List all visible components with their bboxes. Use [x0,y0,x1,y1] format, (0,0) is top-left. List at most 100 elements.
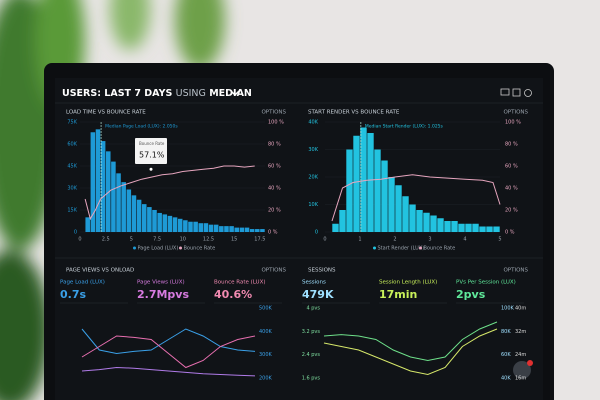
bar [486,226,493,232]
y2-tick-label: 60 % [505,164,518,170]
y2-tick-label: 60 % [268,164,281,170]
bar [203,223,209,232]
bar [224,226,229,232]
y2-tick-label: 20 % [505,208,518,214]
bar [346,149,353,232]
bar [381,160,388,232]
metric-value: 17min [379,288,417,301]
y2-tick-label: 60K [501,352,511,358]
y-tick-label: 45K [67,164,77,170]
metric-value: 40.6% [214,288,252,301]
y-tick-label: 30K [308,147,318,153]
header-prefix: USERS: LAST 7 DAYS [62,88,172,99]
bar [85,217,90,232]
bar [353,135,360,232]
y2-tick-label: 40 % [268,186,281,192]
chat-button[interactable] [513,361,531,379]
bar [177,218,183,232]
panel-options[interactable]: OPTIONS [503,268,528,274]
y2-tick-label: 100 % [505,120,521,126]
panel-options[interactable]: OPTIONS [261,110,286,116]
metric-value: 2.7Mpvs [137,288,189,301]
bar [100,141,106,232]
y2-tick-label: 20 % [268,208,281,214]
bar [249,229,255,232]
bar [367,133,374,232]
legend-label: Bounce Rate [424,246,456,252]
bar [188,221,193,232]
bar [141,204,147,232]
bar [493,226,500,232]
header-dropdown[interactable] [230,90,240,97]
y2-tick-label: 80 % [505,142,518,148]
bar [162,214,168,232]
bar [458,223,465,232]
bar [136,199,142,232]
bar [472,223,479,232]
bar [416,210,423,232]
y2-tick-label: 40 % [505,186,518,192]
y3-tick-label: 40m [515,306,526,312]
series-line [323,321,498,362]
bar [90,132,96,232]
bar [116,173,121,232]
icon-image[interactable] [512,88,521,97]
icon-monitor[interactable] [500,88,510,96]
bar [213,224,219,232]
bar [479,226,486,232]
series-line [81,328,256,355]
bar [147,207,152,232]
legend-label: Page Load (LUX) [138,246,179,252]
panel-options[interactable]: OPTIONS [261,268,286,274]
median-annotation: Median Start Render (LUX): 1.025s [365,124,444,130]
y2-tick-label: 40K [501,376,511,382]
y-tick-label: 40K [308,120,318,126]
y3-tick-label: 24m [515,352,526,358]
bar [395,185,402,232]
bar [374,149,381,232]
x-tick-label: 0 [78,237,81,243]
y-tick-label: 60K [67,142,77,148]
bar [172,217,178,232]
panel-options[interactable]: OPTIONS [503,110,528,116]
x-tick-label: 1 [358,237,361,243]
bar [239,227,245,232]
bar [444,221,451,232]
bar [126,189,132,232]
bar [260,229,265,232]
y2-tick-label: 100K [501,306,515,312]
y2-tick-label: 200K [259,376,273,382]
metric-label: Bounce Rate (LUX) [214,280,266,286]
panel-title: START RENDER VS BOUNCE RATE [308,110,400,116]
y-tick-label: 30K [67,186,77,192]
metric-label: Session Length (LUX) [379,280,437,286]
series-line [81,366,256,377]
bar [437,218,444,232]
icon-help[interactable] [524,89,532,97]
x-tick-label: 2 [393,237,396,243]
panel-title: LOAD TIME VS BOUNCE RATE [66,110,146,116]
header: USERS: LAST 7 DAYS USING MEDIAN [62,88,252,99]
bar [430,215,437,232]
y-tick-label: 15K [67,208,77,214]
bar [131,195,137,232]
metric-label: PVs Per Session (LUX) [456,280,516,286]
x-tick-label: 12.5 [203,237,214,243]
bar [360,127,367,232]
panels: LOAD TIME VS BOUNCE RATE OPTIONS 75K 60K 45K… [60,110,529,382]
metric-value: 479K [302,288,334,301]
x-tick-label: 0 [323,237,326,243]
legend-swatch [179,246,182,250]
legend-label: Start Render (LUX) [378,246,425,252]
bar [409,204,416,232]
x-tick-label: 5 [130,237,133,243]
series-line [323,328,498,376]
x-tick-label: 15 [231,237,237,243]
y-tick-label: 3.2 pvs [302,329,321,335]
series-line [81,335,256,369]
header-suffix: MEDIAN [209,88,252,99]
legend-swatch [373,246,376,250]
bounce-rate-line [331,174,501,222]
bar [465,223,472,232]
y-tick-label: 10K [308,202,318,208]
